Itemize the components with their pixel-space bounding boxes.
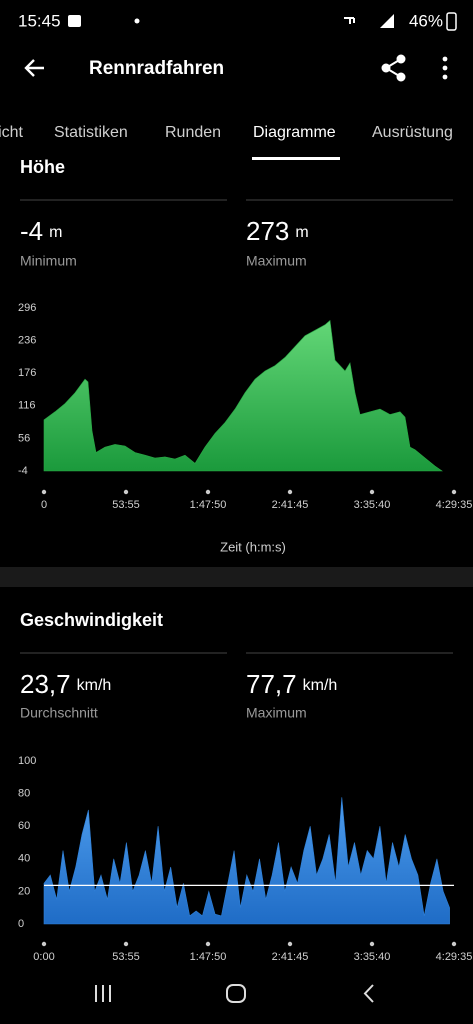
icon-battery <box>446 12 457 31</box>
icon-signal <box>380 14 394 28</box>
tab[interactable]: Übersicht <box>0 123 24 141</box>
y-tick-label: 116 <box>18 400 36 412</box>
icon-dot <box>134 18 140 24</box>
x-tick-label: 3:35:40 <box>354 951 391 963</box>
stat-unit: m <box>49 224 62 241</box>
x-tick-dot <box>205 941 211 947</box>
x-tick-label: 1:47:50 <box>190 951 227 963</box>
x-tick-label: 53:55 <box>112 499 140 511</box>
y-tick-label: 80 <box>18 788 30 800</box>
stat-value: 273 m <box>246 216 309 246</box>
tab-indicator <box>252 157 340 160</box>
x-tick-label: 0 <box>41 499 47 511</box>
nav-recent[interactable] <box>95 985 111 1002</box>
tab[interactable]: Statistiken <box>54 124 128 141</box>
header-title: Rennradfahren <box>89 58 224 79</box>
x-tick-dot <box>369 489 375 495</box>
stat-number: 273 <box>246 216 289 246</box>
x-tick-label: 4:29:35 <box>436 499 473 511</box>
stat-value: 77,7 km/h <box>246 669 337 699</box>
stat-unit: km/h <box>77 677 112 694</box>
x-tick-dot <box>369 941 375 947</box>
nav-back[interactable] <box>363 984 374 1003</box>
x-tick-label: 0:00 <box>33 951 54 963</box>
stat-number: -4 <box>20 216 43 246</box>
y-tick-label: 296 <box>18 302 36 314</box>
menu-button[interactable] <box>442 56 448 80</box>
tab[interactable]: Runden <box>165 124 221 141</box>
x-tick-label: 1:47:50 <box>190 499 227 511</box>
y-tick-label: 176 <box>18 367 36 379</box>
x-tick-dot <box>123 489 129 495</box>
stat-label: Minimum <box>20 253 77 269</box>
y-tick-label: 20 <box>18 885 30 897</box>
stat-label: Durchschnitt <box>20 705 98 721</box>
stat-value: -4 m <box>20 216 62 246</box>
icon-key <box>344 17 355 24</box>
x-tick-dot <box>205 489 211 495</box>
y-tick-label: 0 <box>18 918 24 930</box>
y-tick-label: 236 <box>18 335 36 347</box>
stat-unit: km/h <box>303 677 338 694</box>
stat-label: Maximum <box>246 253 307 269</box>
stat-value: 23,7 km/h <box>20 669 111 699</box>
y-tick-label: 56 <box>18 432 30 444</box>
section-title: Geschwindigkeit <box>20 610 163 630</box>
y-tick-label: -4 <box>18 465 28 477</box>
x-tick-label: 3:35:40 <box>354 499 391 511</box>
nav-home[interactable] <box>226 984 246 1003</box>
stat-number: 77,7 <box>246 669 297 699</box>
tab-active[interactable]: Diagramme <box>253 124 336 141</box>
x-tick-dot <box>287 941 293 947</box>
x-tick-dot <box>123 941 129 947</box>
stat-label: Maximum <box>246 705 307 721</box>
share-button[interactable] <box>381 54 406 82</box>
y-tick-label: 100 <box>18 755 36 767</box>
y-tick-label: 40 <box>18 853 30 865</box>
x-axis-title: Zeit (h:m:s) <box>220 539 286 554</box>
x-tick-dot <box>451 941 457 947</box>
x-tick-label: 53:55 <box>112 951 140 963</box>
stat-unit: m <box>295 224 308 241</box>
status-battery: 46% <box>409 11 443 30</box>
x-tick-dot <box>287 489 293 495</box>
status-time: 15:45 <box>18 11 61 30</box>
separator <box>0 567 473 587</box>
x-tick-dot <box>451 489 457 495</box>
x-tick-dot <box>41 489 47 495</box>
section-title: Höhe <box>20 157 65 177</box>
back-button[interactable] <box>24 59 44 77</box>
x-tick-label: 2:41:45 <box>272 951 309 963</box>
x-tick-label: 4:29:35 <box>436 951 473 963</box>
x-tick-dot <box>41 941 47 947</box>
stat-number: 23,7 <box>20 669 71 699</box>
icon-gallery <box>68 15 81 27</box>
x-tick-label: 2:41:45 <box>272 499 309 511</box>
area <box>43 319 443 472</box>
area <box>43 797 450 925</box>
tab[interactable]: Ausrüstung <box>372 124 453 141</box>
y-tick-label: 60 <box>18 820 30 832</box>
